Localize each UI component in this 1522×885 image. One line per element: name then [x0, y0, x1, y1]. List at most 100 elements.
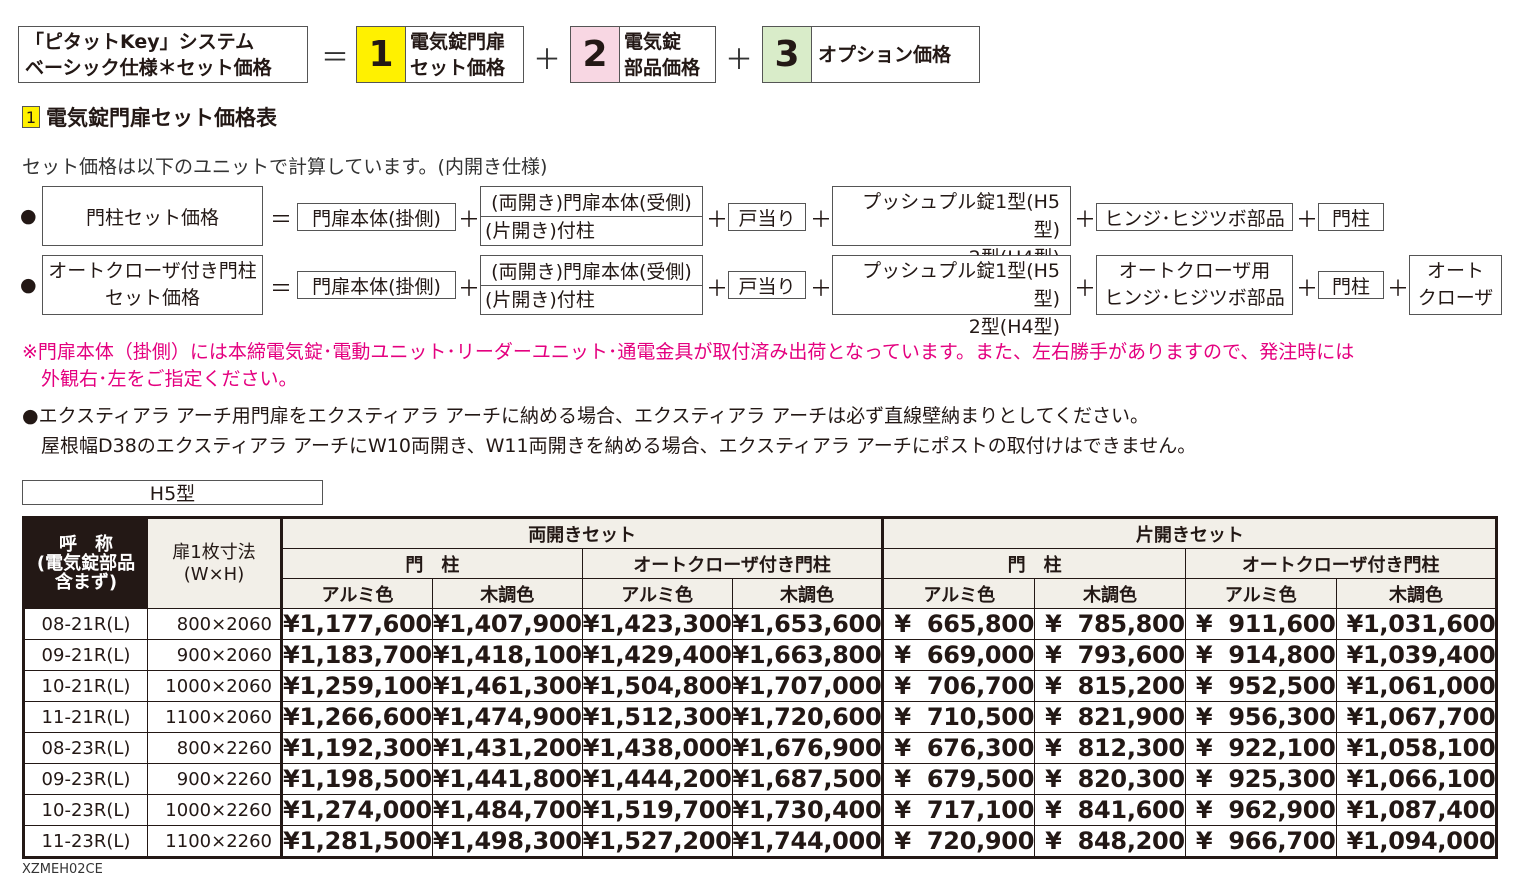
f2-name-line2: セット価格	[104, 287, 200, 309]
note-arch-line2: 屋根幅D38のエクスティアラ アーチにW10両開き、W11両開きを納める場合、エ…	[41, 435, 1197, 457]
f2-sub-box: (両開き)門扉本体(受側) (片開き)付柱	[480, 255, 703, 315]
header-name-line1: 呼 称	[59, 534, 113, 555]
price-cell: ¥ 914,800	[1184, 639, 1337, 671]
header-name: 呼 称 (電気錠部品 含まず)	[23, 517, 148, 609]
price-cell: ¥1,274,000	[280, 794, 433, 826]
price-cell: ¥ 841,600	[1034, 794, 1186, 826]
header-dim: 扉1枚寸法 (W×H)	[147, 517, 282, 609]
f1-plus-3: ＋	[810, 208, 833, 233]
table-type-label: H5型	[22, 480, 323, 505]
price-cell: ¥1,067,700	[1335, 701, 1498, 733]
header-single-post: 門 柱	[881, 548, 1186, 579]
f2-post-box: 門柱	[1318, 271, 1384, 299]
price-cell: ¥ 815,200	[1034, 670, 1186, 702]
row-code: 08-21R(L)	[23, 608, 148, 640]
price-cell: ¥ 793,600	[1034, 639, 1186, 671]
header-col-alumi: アルミ色	[1184, 578, 1337, 609]
price-cell: ¥1,461,300	[431, 670, 583, 702]
header-single-set: 片開きセット	[881, 517, 1498, 549]
f1-sub-top: (両開き)門扉本体(受側)	[481, 187, 702, 217]
header-name-line2: (電気錠部品	[36, 553, 136, 574]
price-cell: ¥1,192,300	[280, 732, 433, 764]
bullet-1: ●	[20, 205, 37, 227]
price-cell: ¥1,504,800	[581, 670, 733, 702]
row-code: 11-23R(L)	[23, 825, 148, 858]
price-cell: ¥ 710,500	[881, 701, 1036, 733]
price-cell: ¥1,498,300	[431, 825, 583, 858]
f2-hinge-box: オートクローザ用 ヒンジ･ヒジツボ部品	[1096, 255, 1293, 315]
f2-plus-4: ＋	[1074, 277, 1097, 302]
f1-plus-2: ＋	[706, 208, 729, 233]
part1-box: 1 電気錠門扉 セット価格	[356, 26, 524, 83]
note-pink: ※門扉本体（掛側）には本締電気錠･電動ユニット･リーダーユニット･通電金具が取付…	[22, 339, 1512, 393]
equals-sign: ＝	[320, 41, 349, 74]
price-cell: ¥ 785,800	[1034, 608, 1186, 640]
intro-text: セット価格は以下のユニットで計算しています。(内開き仕様)	[22, 156, 548, 178]
row-code: 10-23R(L)	[23, 794, 148, 826]
f1-lock-line1: プッシュプル錠1型(H5型)	[862, 191, 1060, 241]
price-cell: ¥ 706,700	[881, 670, 1036, 702]
table-row: 09-23R(L) 900×2260 ¥1,198,500 ¥1,441,800 ¥1,…	[23, 763, 1498, 795]
price-cell: ¥1,418,100	[431, 639, 583, 671]
price-cell: ¥ 820,300	[1034, 763, 1186, 795]
note-pink-line2: 外観右･左をご指定ください。	[41, 368, 298, 390]
part1-label-line1: 電気錠門扉	[410, 31, 506, 53]
row-dimension: 1100×2060	[147, 701, 282, 733]
header-col-wood: 木調色	[1335, 578, 1498, 609]
header-dim-line2: (W×H)	[183, 563, 245, 585]
price-cell: ¥ 720,900	[881, 825, 1036, 858]
part3-label: オプション価格	[818, 43, 952, 66]
table-row: 10-21R(L) 1000×2060 ¥1,259,100 ¥1,461,300 ¥1…	[23, 670, 1498, 702]
price-cell: ¥1,707,000	[731, 670, 884, 702]
price-cell: ¥ 717,100	[881, 794, 1036, 826]
price-cell: ¥1,423,300	[581, 608, 733, 640]
f2-lock-box: プッシュプル錠1型(H5型) 2型(H4型)	[832, 255, 1071, 338]
f1-name-box: 門柱セット価格	[42, 186, 263, 246]
part1-label-line2: セット価格	[410, 57, 506, 79]
price-cell: ¥1,429,400	[581, 639, 733, 671]
price-cell: ¥1,266,600	[280, 701, 433, 733]
price-cell: ¥ 679,500	[881, 763, 1036, 795]
note-pink-line1: ※門扉本体（掛側）には本締電気錠･電動ユニット･リーダーユニット･通電金具が取付…	[22, 341, 1355, 363]
table-row: 11-23R(L) 1100×2260 ¥1,281,500 ¥1,498,300 ¥1…	[23, 825, 1498, 858]
part2-box: 2 電気錠 部品価格	[570, 26, 716, 83]
f1-sub-bottom: (片開き)付柱	[485, 220, 595, 242]
price-cell: ¥1,094,000	[1335, 825, 1498, 858]
price-cell: ¥ 676,300	[881, 732, 1036, 764]
footer-code: XZMEH02CE	[22, 862, 103, 877]
price-cell: ¥1,730,400	[731, 794, 884, 826]
table-row: 08-23R(L) 800×2260 ¥1,192,300 ¥1,431,200 ¥1,…	[23, 732, 1498, 764]
price-cell: ¥ 812,300	[1034, 732, 1186, 764]
f2-main-box: 門扉本体(掛側)	[297, 271, 456, 299]
price-cell: ¥1,687,500	[731, 763, 884, 795]
price-cell: ¥1,444,200	[581, 763, 733, 795]
f2-plus-1: ＋	[458, 277, 481, 302]
price-cell: ¥ 669,000	[881, 639, 1036, 671]
price-cell: ¥1,039,400	[1335, 639, 1498, 671]
f2-plus-3: ＋	[810, 277, 833, 302]
price-cell: ¥ 911,600	[1184, 608, 1337, 640]
header-col-alumi: アルミ色	[280, 578, 433, 609]
header-col-alumi: アルミ色	[581, 578, 733, 609]
header-col-wood: 木調色	[1034, 578, 1186, 609]
price-cell: ¥ 848,200	[1034, 825, 1186, 858]
f2-sub-top: (両開き)門扉本体(受側)	[481, 256, 702, 286]
price-cell: ¥1,066,100	[1335, 763, 1498, 795]
note-arch: ●エクスティアラ アーチ用門扉をエクスティアラ アーチに納める場合、エクスティア…	[22, 401, 1502, 461]
part3-box: 3 オプション価格	[762, 26, 980, 83]
part2-number: 2	[571, 27, 620, 82]
system-label-line1: 「ピタットKey」システム	[25, 31, 255, 53]
row-dimension: 800×2260	[147, 732, 282, 764]
f2-hinge-line1: オートクローザ用	[1118, 260, 1271, 282]
price-cell: ¥1,183,700	[280, 639, 433, 671]
row-dimension: 1000×2060	[147, 670, 282, 702]
price-cell: ¥1,676,900	[731, 732, 884, 764]
f1-plus-1: ＋	[458, 208, 481, 233]
price-cell: ¥1,474,900	[431, 701, 583, 733]
price-cell: ¥1,744,000	[731, 825, 884, 858]
price-cell: ¥1,058,100	[1335, 732, 1498, 764]
f2-plus-2: ＋	[706, 277, 729, 302]
f2-plus-6: ＋	[1387, 277, 1410, 302]
f1-hinge-box: ヒンジ･ヒジツボ部品	[1096, 203, 1293, 231]
price-cell: ¥1,061,000	[1335, 670, 1498, 702]
